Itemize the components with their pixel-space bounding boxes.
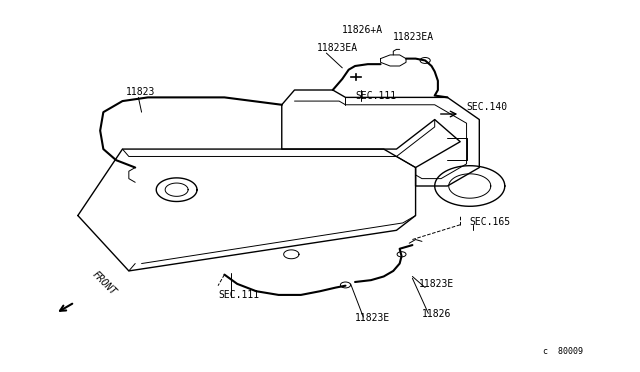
Text: FRONT: FRONT (91, 269, 118, 297)
Text: 11826: 11826 (422, 309, 451, 319)
Text: SEC.165: SEC.165 (470, 217, 511, 227)
Text: SEC.140: SEC.140 (467, 102, 508, 112)
Text: 11823E: 11823E (355, 312, 390, 323)
Text: 11823EA: 11823EA (317, 43, 358, 53)
Text: c  80009: c 80009 (543, 347, 583, 356)
Text: SEC.111: SEC.111 (218, 291, 259, 301)
Text: 11823E: 11823E (419, 279, 454, 289)
Text: 11826+A: 11826+A (342, 25, 383, 35)
Text: 11823: 11823 (125, 87, 155, 97)
Text: 11823EA: 11823EA (394, 32, 435, 42)
Text: SEC.111: SEC.111 (355, 91, 396, 101)
